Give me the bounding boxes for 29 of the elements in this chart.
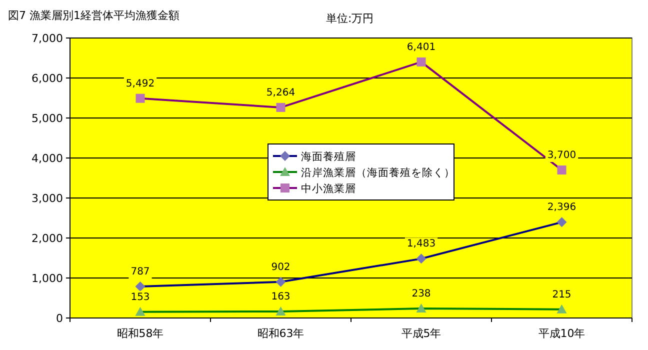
legend-label: 沿岸漁業層（海面養殖を除く） <box>301 166 455 179</box>
x-tick-label: 平成5年 <box>401 327 442 340</box>
y-tick-label: 6,000 <box>32 72 63 85</box>
data-label: 5,492 <box>126 78 155 90</box>
data-label: 1,483 <box>406 238 436 250</box>
legend-label: 海面養殖層 <box>301 150 356 163</box>
data-label: 902 <box>271 262 290 273</box>
y-tick-label: 0 <box>56 312 63 325</box>
y-tick-label: 2,000 <box>32 232 63 245</box>
data-label: 238 <box>412 288 431 300</box>
data-label: 3,700 <box>547 150 576 161</box>
x-tick-label: 昭和63年 <box>257 327 304 340</box>
data-label: 153 <box>130 292 150 303</box>
legend-label: 中小漁業層 <box>301 182 356 195</box>
x-tick-label: 昭和58年 <box>116 327 164 340</box>
chart-title: 図7 漁業層別1経営体平均漁獲金額 <box>8 9 180 22</box>
data-label: 2,396 <box>547 202 576 214</box>
data-label: 787 <box>130 266 150 278</box>
data-label: 215 <box>552 289 572 300</box>
y-tick-label: 1,000 <box>32 272 63 285</box>
chart-subtitle: 単位:万円 <box>326 12 374 25</box>
y-tick-label: 4,000 <box>32 152 63 165</box>
data-label: 5,264 <box>266 87 296 98</box>
data-label: 163 <box>271 291 290 302</box>
y-tick-label: 7,000 <box>32 32 63 45</box>
data-label: 6,401 <box>406 42 436 53</box>
x-tick-label: 平成10年 <box>538 327 586 340</box>
y-tick-label: 3,000 <box>32 192 63 205</box>
y-tick-label: 5,000 <box>32 112 63 125</box>
